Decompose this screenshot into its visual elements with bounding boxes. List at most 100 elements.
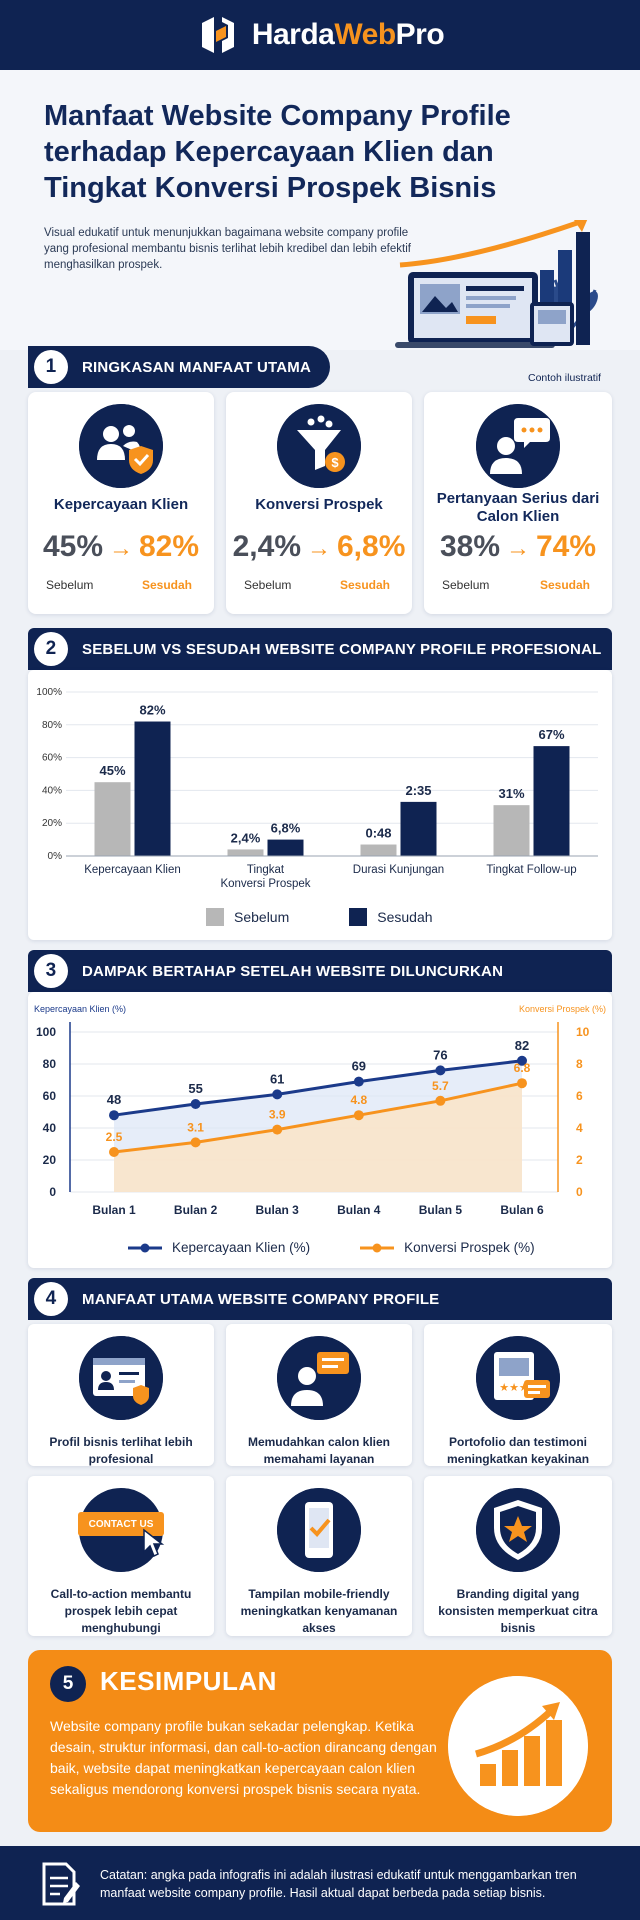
conversion-value-label: 6.8 <box>514 1061 531 1075</box>
right-axis-title: Konversi Prospek (%) <box>519 1004 606 1014</box>
bar-before <box>94 782 131 856</box>
conversion-value-label: 5.7 <box>432 1079 449 1093</box>
legend-swatch-after <box>349 908 368 926</box>
line-category-label: Bulan 4 <box>337 1203 381 1217</box>
benefit-text: Tampilan mobile-friendly meningkatkan ke… <box>240 1587 398 1635</box>
bar-value-label: 2:35 <box>405 783 431 798</box>
left-ytick-label: 20 <box>43 1153 57 1167</box>
bar-ytick-label: 40% <box>42 785 62 796</box>
bar-category-label: Tingkat Follow-up <box>486 864 576 876</box>
conversion-point <box>353 1110 364 1121</box>
portfolio-icon: ★★★ <box>476 1336 560 1420</box>
conversion-value-label: 2.5 <box>106 1130 123 1144</box>
stat-before: 2,4% <box>232 530 301 563</box>
stat-before: 38% <box>439 530 500 563</box>
brand-name: HardaWebPro <box>251 18 445 51</box>
section-4-header: 4 MANFAAT UTAMA WEBSITE COMPANY PROFILE <box>28 1278 612 1320</box>
bar-value-label: 45% <box>99 763 125 778</box>
bar-value-label: 67% <box>538 727 564 742</box>
stat-after: 82% <box>139 530 200 563</box>
conversion-point <box>109 1147 119 1157</box>
stat-compare: 45% → 82% <box>28 530 214 564</box>
svg-text:★★★: ★★★ <box>499 1381 529 1394</box>
card-title: Pertanyaan Serius dari Calon Klien <box>436 490 600 525</box>
conversion-line <box>113 1081 523 1154</box>
benefit-text: Branding digital yang konsisten memperku… <box>438 1587 598 1635</box>
section-3-header: 3 DAMPAK BERTAHAP SETELAH WEBSITE DILUNC… <box>28 950 612 992</box>
footer-note: Catatan: angka pada infografis ini adala… <box>100 1868 577 1900</box>
bar-chart: 0% 20% 40% 60% 80% 100% 45% 82% Kepercayaan Klie… <box>36 687 598 890</box>
trust-line <box>113 1059 523 1117</box>
bar-before <box>360 844 397 856</box>
summary-card-inquiries: Pertanyaan Serius dari Calon Klien 38% → 7… <box>424 392 612 614</box>
line-category-label: Bulan 6 <box>500 1203 544 1217</box>
trust-point <box>109 1110 119 1121</box>
brand-header: HardaWebPro <box>0 0 640 70</box>
section-1-header: 1 RINGKASAN MANFAAT UTAMA <box>28 346 330 388</box>
svg-text:$: $ <box>331 455 339 470</box>
bar-ytick-label: 20% <box>42 818 62 829</box>
arrow-right-icon: → <box>109 535 133 562</box>
bar-value-label: 0:48 <box>365 826 391 841</box>
line-category-label: Bulan 3 <box>256 1203 300 1217</box>
line-legend: Kepercayaan Klien (%) Konversi Prospek (… <box>128 1240 535 1255</box>
legend-line-trust <box>128 1243 162 1252</box>
section-5-title: KESIMPULAN <box>100 1666 277 1696</box>
section-2-title: SEBELUM VS SESUDAH WEBSITE COMPANY PROFI… <box>82 640 602 658</box>
left-ytick-label: 40 <box>43 1121 57 1135</box>
bar-after <box>400 801 437 856</box>
page-subtitle: Visual edukatif untuk menunjukkan bagaim… <box>44 227 411 271</box>
benefit-card: ★★★ Portofolio dan testimoni meningkatka… <box>424 1324 612 1466</box>
section-2-header: 2 SEBELUM VS SESUDAH WEBSITE COMPANY PRO… <box>28 628 612 670</box>
section-4-title: MANFAAT UTAMA WEBSITE COMPANY PROFILE <box>82 1290 440 1308</box>
left-ytick-label: 80 <box>43 1057 57 1071</box>
hero: Manfaat Website Company Profile terhadap… <box>0 70 640 350</box>
bar-before <box>493 805 530 856</box>
benefit-card: Branding digital yang konsisten memperku… <box>424 1476 612 1636</box>
legend-label-before: Sebelum <box>234 909 290 925</box>
left-ytick-label: 0 <box>49 1185 56 1199</box>
legend-label-trust: Kepercayaan Klien (%) <box>172 1240 311 1255</box>
line-chart: Kepercayaan Klien (%) Konversi Prospek (%… <box>34 1004 606 1217</box>
bar-category-label: Tingkat <box>247 864 285 876</box>
section-1-title: RINGKASAN MANFAAT UTAMA <box>82 358 312 376</box>
bar-category-label: Kepercayaan Klien <box>84 864 181 876</box>
line-category-label: Bulan 2 <box>174 1203 218 1217</box>
benefit-text: Profil bisnis terlihat lebih profesional <box>49 1435 193 1466</box>
conversion-point <box>435 1095 446 1106</box>
conversion-point <box>272 1124 283 1135</box>
bar-value-label: 82% <box>139 703 165 718</box>
before-label: Sebelum <box>46 578 94 592</box>
arrow-right-icon: → <box>506 535 530 562</box>
page-title: Manfaat Website Company Profile terhadap… <box>44 100 511 204</box>
section-5-number: 5 <box>50 1666 86 1702</box>
after-label: Sesudah <box>141 578 192 592</box>
conversion-area <box>114 1083 522 1192</box>
left-ytick-label: 60 <box>43 1089 57 1103</box>
mobile-check-icon <box>277 1488 361 1572</box>
right-ytick-label: 10 <box>576 1025 590 1039</box>
funnel-icon: $ <box>277 404 361 488</box>
after-label: Sesudah <box>539 578 590 592</box>
benefit-card: Memudahkan calon klien memahami layanan <box>226 1324 412 1466</box>
before-label: Sebelum <box>244 578 292 592</box>
stat-compare: 38% → 74% <box>424 530 612 564</box>
conversion-value-label: 4.8 <box>350 1093 367 1107</box>
trust-value-label: 48 <box>107 1092 121 1107</box>
bar-value-label: 2,4% <box>231 830 261 845</box>
right-ytick-label: 8 <box>576 1057 583 1071</box>
conversion-point <box>190 1137 201 1148</box>
legend-swatch-before <box>206 908 224 926</box>
right-ytick-label: 0 <box>576 1185 583 1199</box>
trust-point <box>517 1055 527 1066</box>
conversion-value-label: 3.9 <box>269 1108 286 1122</box>
logo-icon <box>201 17 234 53</box>
legend-label-after: Sesudah <box>377 909 433 925</box>
benefit-card: Tampilan mobile-friendly meningkatkan ke… <box>226 1476 412 1636</box>
trust-value-label: 69 <box>352 1059 366 1074</box>
right-ytick-label: 6 <box>576 1089 583 1103</box>
line-category-label: Bulan 5 <box>419 1203 463 1217</box>
trust-point <box>435 1065 446 1076</box>
user-chat-icon <box>277 1336 361 1420</box>
line-chart-panel: Kepercayaan Klien (%) Konversi Prospek (%… <box>28 992 612 1268</box>
